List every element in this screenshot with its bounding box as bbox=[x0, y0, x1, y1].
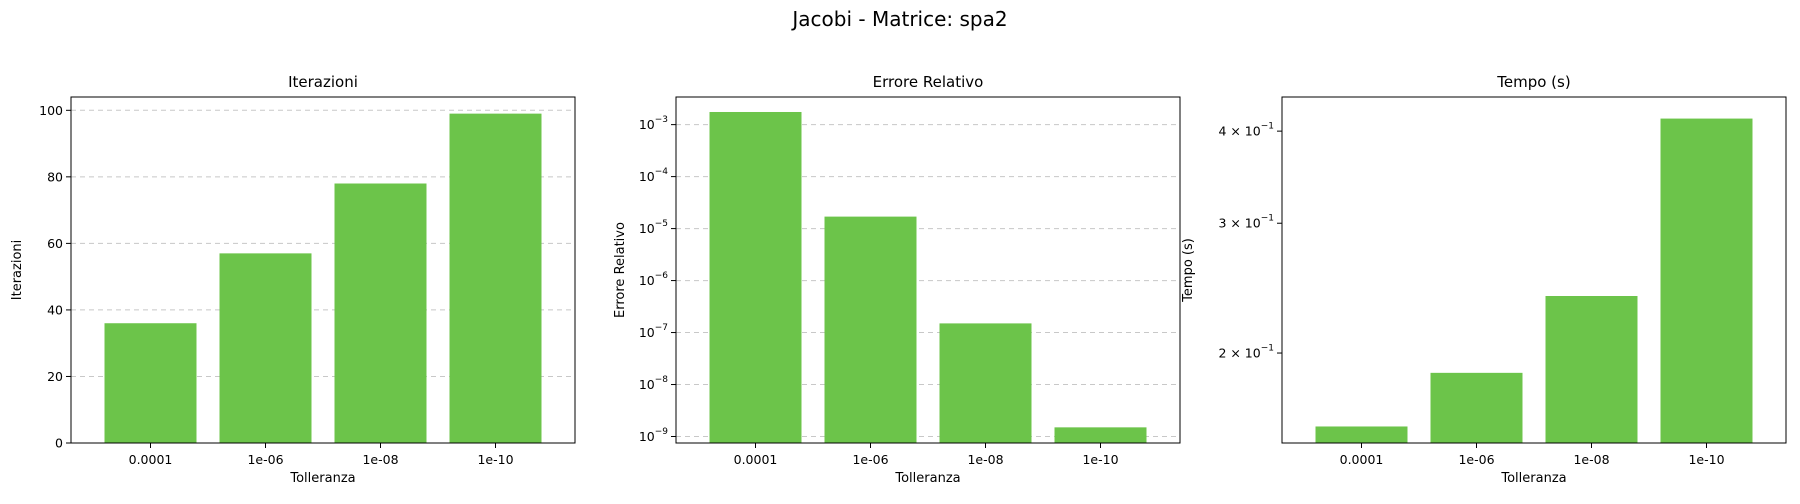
y-tick-label: 2 × 10−1 bbox=[1218, 344, 1274, 361]
x-tick-label: 1e-08 bbox=[967, 452, 1003, 467]
y-tick-label: 80 bbox=[47, 169, 63, 184]
bar-0.0001 bbox=[709, 111, 802, 443]
subplot-title: Errore Relativo bbox=[873, 73, 984, 91]
bar-1e-10 bbox=[1054, 427, 1147, 443]
y-tick-label: 100 bbox=[39, 103, 63, 118]
subplot-iterazioni: 0.0001 1e-06 1e-08 1e-10 0 20 40 60 80 100 Iterazi… bbox=[10, 73, 576, 486]
y-tick-label: 10−3 bbox=[639, 115, 668, 132]
x-axis-label: Tolleranza bbox=[289, 471, 355, 486]
x-tick-label: 1e-10 bbox=[1688, 452, 1724, 467]
y-tick-label: 40 bbox=[47, 302, 63, 317]
x-tick-label: 0.0001 bbox=[1340, 452, 1384, 467]
x-axis-label: Tolleranza bbox=[1500, 471, 1566, 486]
x-tick-label: 1e-08 bbox=[362, 452, 398, 467]
subplot-tempo: 0.0001 1e-06 1e-08 1e-10 2 × 10−1 3 × 10−1 4 ×… bbox=[1181, 73, 1787, 486]
x-tick-label: 1e-06 bbox=[852, 452, 888, 467]
y-tick-label: 10−9 bbox=[639, 427, 668, 444]
y-tick-label: 0 bbox=[55, 436, 63, 451]
x-tick-label: 1e-08 bbox=[1573, 452, 1609, 467]
x-tick-label: 1e-10 bbox=[1082, 452, 1118, 467]
bar-1e-08 bbox=[334, 183, 427, 443]
bar-1e-10 bbox=[1660, 118, 1753, 443]
figure-suptitle: Jacobi - Matrice: spa2 bbox=[790, 7, 1007, 31]
y-tick-label: 10−7 bbox=[639, 323, 668, 340]
bar-1e-10 bbox=[449, 113, 542, 443]
subplot-errore-relativo: 0.0001 1e-06 1e-08 1e-10 10−9 10−8 10−7 10−6 10−… bbox=[613, 73, 1181, 486]
axes-frame bbox=[70, 96, 576, 444]
x-axis-label: Tolleranza bbox=[894, 471, 960, 486]
y-tick-label: 60 bbox=[47, 236, 63, 251]
subplot-title: Iterazioni bbox=[288, 73, 358, 91]
bar-0.0001 bbox=[104, 323, 197, 443]
y-tick-label: 10−6 bbox=[639, 271, 668, 288]
bar-1e-08 bbox=[1545, 295, 1638, 443]
y-tick-label: 10−5 bbox=[639, 219, 668, 236]
x-tick-label: 1e-10 bbox=[477, 452, 513, 467]
axes-frame bbox=[675, 96, 1181, 444]
y-tick-label: 10−4 bbox=[639, 167, 668, 184]
x-tick-label: 0.0001 bbox=[129, 452, 173, 467]
bar-0.0001 bbox=[1315, 426, 1408, 443]
bar-1e-08 bbox=[939, 323, 1032, 443]
subplot-title: Tempo (s) bbox=[1496, 73, 1570, 91]
bar-1e-06 bbox=[824, 216, 917, 443]
y-tick-label: 4 × 10−1 bbox=[1218, 122, 1274, 139]
x-tick-label: 1e-06 bbox=[1458, 452, 1494, 467]
axes-frame bbox=[1281, 96, 1787, 444]
y-axis-label: Iterazioni bbox=[10, 240, 25, 300]
bar-1e-06 bbox=[1430, 372, 1523, 443]
y-tick-label: 3 × 10−1 bbox=[1218, 214, 1274, 231]
y-axis-label: Errore Relativo bbox=[613, 222, 628, 318]
y-tick-label: 10−8 bbox=[639, 375, 668, 392]
y-tick-label: 20 bbox=[47, 369, 63, 384]
x-tick-label: 1e-06 bbox=[247, 452, 283, 467]
x-tick-label: 0.0001 bbox=[734, 452, 778, 467]
bar-1e-06 bbox=[219, 253, 312, 443]
y-axis-label: Tempo (s) bbox=[1181, 238, 1196, 303]
